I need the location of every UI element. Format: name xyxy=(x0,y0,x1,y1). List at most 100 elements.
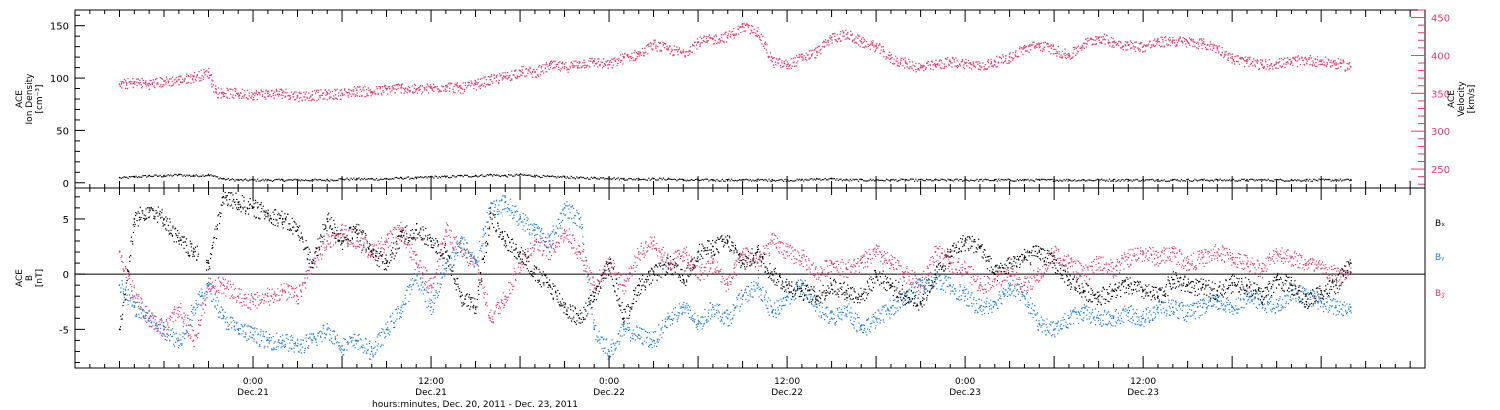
field-point xyxy=(609,269,611,271)
velocity-point xyxy=(1332,60,1335,62)
field-point xyxy=(856,263,859,265)
velocity-point xyxy=(465,87,468,89)
field-point xyxy=(307,273,310,275)
density-point xyxy=(584,177,586,180)
field-point xyxy=(622,284,624,286)
density-point xyxy=(887,179,889,181)
velocity-point xyxy=(954,65,956,67)
velocity-data-point xyxy=(726,34,729,37)
field-point xyxy=(1000,285,1002,287)
field-point xyxy=(380,247,382,249)
density-point xyxy=(1243,178,1245,180)
density-data-point xyxy=(919,178,922,181)
velocity-point xyxy=(363,90,365,92)
density-point xyxy=(1060,180,1062,182)
field-point xyxy=(866,257,869,260)
field-point xyxy=(218,291,220,294)
velocity-point xyxy=(566,69,568,71)
velocity-point xyxy=(991,65,993,67)
velocity-point xyxy=(793,61,795,63)
field-point xyxy=(690,267,692,269)
field-point xyxy=(891,258,893,261)
density-point xyxy=(1051,178,1053,180)
density-point xyxy=(963,180,965,182)
velocity-point xyxy=(1112,44,1114,47)
velocity-point xyxy=(1167,44,1169,47)
field-point xyxy=(415,253,417,256)
field-point xyxy=(908,275,910,278)
velocity-point xyxy=(170,85,172,87)
velocity-point xyxy=(609,59,611,62)
velocity-point xyxy=(165,76,168,78)
density-point xyxy=(829,177,832,180)
velocity-point xyxy=(733,27,735,30)
velocity-point xyxy=(241,95,244,98)
field-point xyxy=(675,251,677,254)
field-point xyxy=(497,313,500,315)
velocity-point xyxy=(278,93,281,96)
velocity-point xyxy=(847,31,849,34)
velocity-point xyxy=(529,67,531,70)
velocity-point xyxy=(1211,43,1213,45)
velocity-point xyxy=(1049,45,1051,47)
density-point xyxy=(752,179,754,181)
velocity-point xyxy=(613,57,616,59)
field-point xyxy=(869,254,871,256)
field-point xyxy=(418,267,420,269)
field-point xyxy=(281,288,283,290)
velocity-point xyxy=(1348,63,1350,65)
density-point xyxy=(130,176,132,178)
velocity-point xyxy=(1052,53,1055,55)
density-point xyxy=(279,179,281,181)
velocity-point xyxy=(617,62,619,65)
velocity-point xyxy=(680,52,683,54)
field-point xyxy=(282,291,284,293)
velocity-point xyxy=(222,95,225,98)
velocity-point xyxy=(437,88,439,91)
velocity-point xyxy=(901,57,903,59)
field-point xyxy=(249,301,251,303)
field-point xyxy=(420,273,422,275)
field-point xyxy=(423,266,425,268)
velocity-point xyxy=(705,35,707,38)
velocity-point xyxy=(831,42,833,44)
velocity-point xyxy=(823,45,826,47)
density-point xyxy=(573,177,575,179)
density-point xyxy=(896,180,898,182)
velocity-point xyxy=(415,90,417,92)
density-point xyxy=(739,179,741,181)
velocity-point xyxy=(1099,42,1101,44)
density-point xyxy=(1195,179,1197,181)
velocity-point xyxy=(483,82,486,85)
velocity-point xyxy=(659,42,661,44)
field-point xyxy=(374,258,376,260)
velocity-point xyxy=(373,90,375,92)
field-point xyxy=(814,274,816,276)
density-point xyxy=(1251,178,1253,181)
field-point xyxy=(143,310,145,312)
density-point xyxy=(406,176,408,178)
density-point xyxy=(325,180,327,182)
velocity-point xyxy=(904,60,907,63)
velocity-point xyxy=(867,45,870,48)
velocity-point xyxy=(252,96,255,99)
field-point xyxy=(454,246,456,248)
field-point xyxy=(121,260,123,263)
velocity-data-point xyxy=(801,56,803,58)
velocity-point xyxy=(200,69,202,71)
velocity-point xyxy=(488,84,490,86)
density-point xyxy=(927,179,929,181)
velocity-point xyxy=(992,65,994,67)
density-point xyxy=(911,178,913,180)
field-point xyxy=(643,247,645,249)
density-point xyxy=(1262,179,1264,181)
velocity-point xyxy=(455,84,458,87)
field-point xyxy=(573,237,575,240)
density-point xyxy=(1235,180,1237,182)
field-point xyxy=(355,245,357,248)
velocity-point xyxy=(339,89,342,92)
field-point xyxy=(375,252,377,255)
field-point xyxy=(616,278,618,280)
velocity-point xyxy=(750,25,753,27)
field-point xyxy=(403,241,405,244)
